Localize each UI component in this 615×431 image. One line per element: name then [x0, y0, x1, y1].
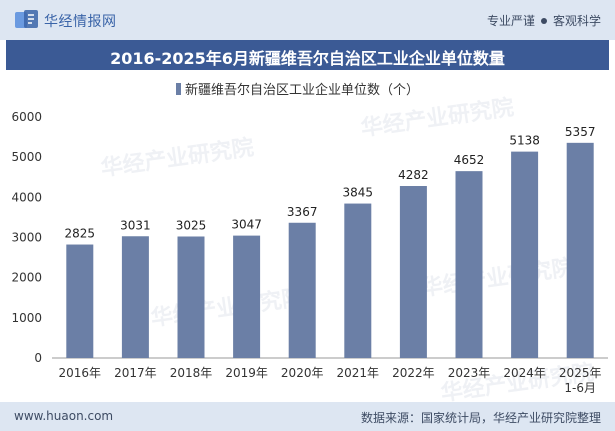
- data-label: 5357: [565, 125, 596, 139]
- x-tick-label: 2016年: [59, 366, 102, 380]
- separator-dot-icon: [540, 17, 547, 24]
- x-tick-label: 2022年: [392, 366, 435, 380]
- data-label: 3031: [120, 218, 151, 232]
- data-label: 3367: [287, 205, 318, 219]
- x-tick-label: 2025年: [559, 366, 602, 380]
- x-tick-label: 2017年: [114, 366, 157, 380]
- bar-chart: 新疆维吾尔自治区工业企业单位数（个） 0 1000 2000 3000 4000 5000 6…: [11, 82, 608, 395]
- legend-label: 新疆维吾尔自治区工业企业单位数（个）: [185, 82, 419, 98]
- data-label: 5138: [509, 134, 540, 148]
- bar: [177, 236, 205, 358]
- x-tick-label: 1-6月: [564, 381, 596, 395]
- data-label: 3025: [176, 218, 207, 232]
- x-tick-label: 2019年: [225, 366, 268, 380]
- bar: [66, 244, 94, 358]
- data-label: 2825: [65, 227, 96, 241]
- x-tick-label: 2024年: [503, 366, 546, 380]
- y-tick-label: 6000: [11, 110, 42, 124]
- data-label: 4282: [398, 168, 429, 182]
- brand-name: 华经情报网: [44, 14, 117, 30]
- bar: [399, 186, 427, 358]
- x-tick-label: 2020年: [281, 366, 324, 380]
- bar: [566, 142, 594, 358]
- tag-objective: 客观科学: [552, 14, 601, 28]
- y-tick-label: 1000: [11, 311, 42, 325]
- bar: [233, 235, 261, 358]
- y-tick-label: 5000: [11, 150, 42, 164]
- chart-title: 2016-2025年6月新疆维吾尔自治区工业企业单位数量: [110, 49, 505, 68]
- data-label: 4652: [454, 153, 485, 167]
- y-tick-label: 4000: [11, 190, 42, 204]
- bar: [344, 203, 372, 358]
- footer-bar: www.huaon.com 数据来源：国家统计局，华经产业研究院整理: [0, 402, 615, 431]
- x-tick-label: 2018年: [170, 366, 213, 380]
- title-bar: 2016-2025年6月新疆维吾尔自治区工业企业单位数量: [6, 40, 609, 70]
- x-tick-label: 2023年: [448, 366, 491, 380]
- website-link[interactable]: www.huaon.com: [14, 409, 114, 423]
- bar: [455, 171, 483, 358]
- bar: [511, 151, 539, 358]
- y-tick-label: 2000: [11, 271, 42, 285]
- bar: [288, 222, 316, 358]
- huajing-logo-icon: [15, 10, 38, 28]
- header-bar: 华经情报网 专业严谨 客观科学: [0, 0, 615, 40]
- data-label: 3845: [343, 186, 374, 200]
- header-tags: 专业严谨 客观科学: [487, 12, 601, 29]
- y-tick-label: 3000: [11, 231, 42, 245]
- data-source: 数据来源：国家统计局，华经产业研究院整理: [360, 411, 601, 425]
- tag-professional: 专业严谨: [486, 14, 535, 28]
- bar: [121, 236, 149, 358]
- data-label: 3047: [231, 218, 262, 232]
- y-tick-label: 0: [34, 351, 42, 365]
- x-tick-label: 2021年: [337, 366, 380, 380]
- legend-swatch: [176, 83, 181, 95]
